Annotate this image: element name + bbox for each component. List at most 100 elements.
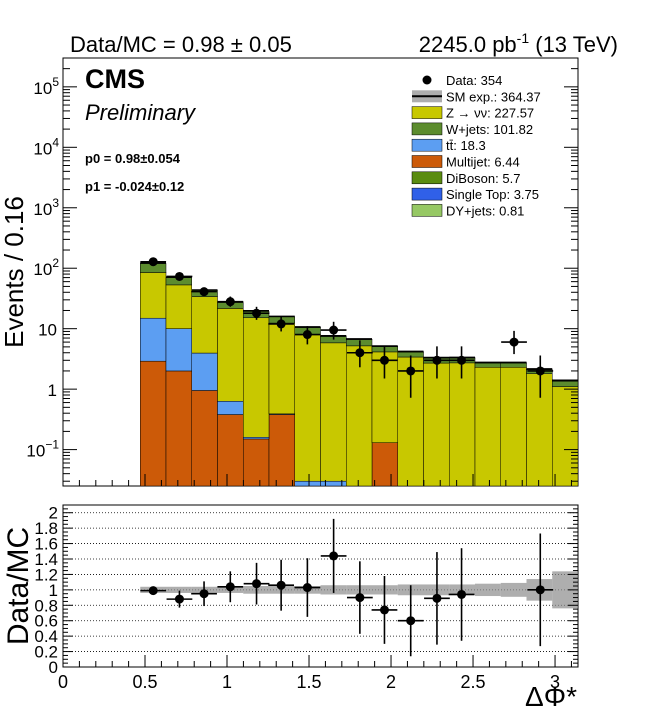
stack-bar (191, 390, 218, 487)
x-tick-label: 2 (386, 672, 396, 692)
stack-bar (165, 370, 192, 487)
legend-label: tt̄: 18.3 (446, 138, 486, 153)
stack-bar (552, 386, 579, 487)
stack-z- (140, 272, 579, 487)
stack-bar (294, 334, 321, 482)
stack-bar (423, 362, 450, 487)
legend-item: tt̄: 18.3 (411, 138, 486, 153)
ratio-y-tick-label: 1.4 (34, 550, 58, 569)
ratio-axis-ticks: 00.20.40.60.811.21.41.61.820 0.5 1 1.5 2 2.5 3 (34, 504, 578, 692)
data-points (140, 257, 554, 398)
y-tick-label: 105 (33, 75, 59, 98)
legend-item: Single Top: 3.75 (411, 187, 539, 202)
legend-swatch (411, 155, 443, 168)
ratio-y-tick-label: 1.8 (34, 519, 58, 538)
data-point (379, 355, 389, 365)
ratio-y-tick-label: 2 (49, 504, 58, 523)
legend-label: DiBoson: 5.7 (446, 171, 520, 186)
data-point (174, 271, 184, 281)
stack-bar (217, 308, 244, 402)
stack-bar (140, 272, 167, 319)
legend-item: Data: 354 (422, 73, 502, 88)
data-point (509, 337, 519, 347)
ratio-points (140, 518, 554, 657)
ratio-point (199, 589, 209, 599)
band-segment (500, 582, 527, 597)
stack-bar (474, 367, 501, 487)
stack-bar (165, 328, 192, 372)
data-point (535, 366, 545, 376)
y-tick-label: 1 (48, 381, 57, 400)
stack-bar (243, 438, 270, 487)
data-mc-ratio-title: Data/MC = 0.98 ± 0.05 (70, 32, 292, 57)
ratio-point (252, 579, 262, 589)
ratio-point (535, 585, 545, 595)
ratio-point (329, 551, 339, 561)
ratio-point (148, 586, 158, 596)
data-point (199, 287, 209, 297)
data-point (148, 257, 158, 267)
legend-item: DiBoson: 5.7 (411, 171, 520, 186)
legend-label: Data: 354 (446, 73, 502, 88)
data-point (406, 366, 416, 376)
ratio-point (406, 616, 416, 626)
data-point (355, 348, 365, 358)
x-tick-label: 1.5 (297, 672, 322, 692)
ratio-point (432, 593, 442, 603)
stack-bar (449, 362, 476, 487)
stack-multijet (140, 360, 398, 487)
legend-item: W+jets: 101.82 (411, 122, 533, 137)
preliminary-label: Preliminary (85, 100, 197, 125)
data-point (276, 319, 286, 329)
luminosity-title: 2245.0 pb-1 (13 TeV) (419, 30, 618, 57)
data-point (225, 297, 235, 307)
legend-swatch (411, 106, 443, 119)
stack-bar (268, 414, 295, 487)
stack-tt (140, 317, 347, 487)
ratio-point (302, 583, 312, 593)
y-axis-ticks: 10−1 1 10 102 103 104 105 (26, 57, 578, 482)
stack-bar (320, 342, 347, 482)
y-tick-label: 102 (33, 256, 59, 279)
ratio-y-tick-label: 1 (49, 581, 58, 600)
ratio-y-axis-label: Data/MC (2, 527, 35, 645)
y-tick-label: 104 (33, 135, 59, 158)
stack-bar (140, 317, 167, 362)
band-segment (475, 583, 501, 597)
stack-bar (320, 480, 347, 487)
ratio-y-tick-label: 1.6 (34, 535, 58, 554)
legend-swatch (411, 138, 443, 152)
stack-bar (191, 296, 218, 354)
x-tick-label: 0 (58, 672, 68, 692)
fit-p0-label: p0 = 0.98±0.054 (85, 151, 181, 166)
y-axis-label: Events / 0.16 (0, 196, 29, 348)
stack-bar (243, 437, 270, 440)
y-tick-label: 103 (33, 196, 59, 219)
legend-swatch (411, 171, 443, 185)
y-tick-label: 10−1 (26, 438, 59, 461)
stack-bar (294, 480, 321, 487)
legend-swatch (411, 122, 443, 136)
ratio-y-tick-label: 0.6 (34, 612, 58, 631)
data-point (302, 330, 312, 340)
ratio-y-tick-label: 1.2 (34, 565, 58, 584)
x-tick-label: 1 (222, 672, 232, 692)
legend-label: Z → νν: 227.57 (446, 106, 534, 121)
data-point (329, 325, 339, 335)
data-point (252, 308, 262, 318)
legend-label: DY+jets: 0.81 (446, 203, 524, 218)
ratio-point (174, 594, 184, 604)
x-tick-label: 3 (550, 672, 560, 692)
data-point (457, 355, 467, 365)
x-tick-label: 0.5 (132, 672, 157, 692)
ratio-point (355, 593, 365, 603)
stack-bar (243, 317, 270, 438)
band-segment (166, 586, 192, 593)
ratio-y-tick-label: 0.2 (34, 643, 58, 662)
legend-label: Single Top: 3.75 (446, 187, 539, 202)
ratio-point (225, 582, 235, 592)
stack-bar (217, 414, 244, 487)
ratio-y-tick-label: 0.4 (34, 627, 58, 646)
stack-bar (500, 367, 527, 487)
